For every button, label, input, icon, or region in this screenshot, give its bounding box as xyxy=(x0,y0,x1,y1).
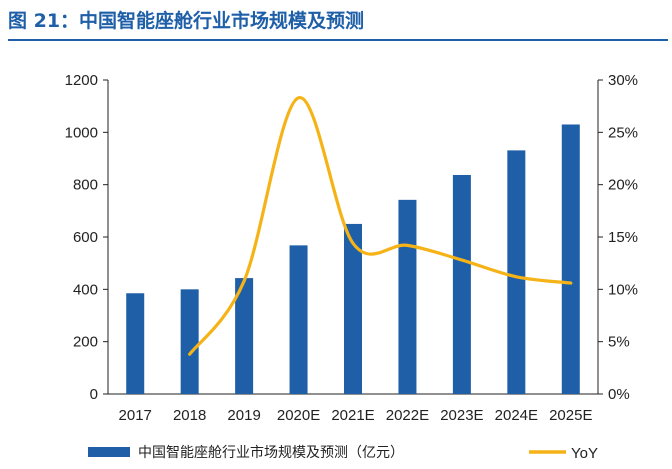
y-tick-label: 0 xyxy=(90,386,98,403)
x-tick-label: 2019 xyxy=(227,407,260,424)
y-tick-label: 1200 xyxy=(65,72,98,89)
bar xyxy=(398,199,417,394)
legend-label-bar: 中国智能座舱行业市场规模及预测（亿元） xyxy=(138,444,404,461)
y2-tick-label: 20% xyxy=(608,177,638,194)
bar xyxy=(126,293,145,394)
y2-tick-label: 25% xyxy=(608,124,638,141)
title-rule xyxy=(8,39,668,41)
y2-tick-label: 5% xyxy=(608,334,630,351)
x-tick-label: 2022E xyxy=(386,407,429,424)
y-tick-label: 800 xyxy=(73,177,98,194)
x-tick-label: 2017 xyxy=(119,407,152,424)
y2-tick-label: 30% xyxy=(608,72,638,89)
bar xyxy=(507,150,526,394)
x-tick-label: 2018 xyxy=(173,407,206,424)
bar xyxy=(561,124,580,394)
y-tick-label: 1000 xyxy=(65,124,98,141)
legend-label-line: YoY xyxy=(571,445,598,462)
x-tick-label: 2025E xyxy=(549,407,592,424)
x-tick-label: 2020E xyxy=(277,407,320,424)
y-tick-label: 400 xyxy=(73,281,98,298)
legend-swatch-bar xyxy=(88,447,130,457)
bar xyxy=(344,223,362,394)
x-tick-label: 2023E xyxy=(440,407,483,424)
bar xyxy=(235,278,254,394)
y-tick-label: 200 xyxy=(73,334,98,351)
bar xyxy=(180,289,199,394)
bar xyxy=(452,174,471,394)
bar xyxy=(289,245,308,394)
y2-tick-label: 15% xyxy=(608,229,638,246)
figure-title: 图 21：中国智能座舱行业市场规模及预测 xyxy=(8,10,365,32)
y2-tick-label: 0% xyxy=(608,386,630,403)
x-tick-label: 2024E xyxy=(495,407,538,424)
yoy-line xyxy=(188,96,573,356)
y2-tick-label: 10% xyxy=(608,281,638,298)
x-tick-label: 2021E xyxy=(331,407,374,424)
y-tick-label: 600 xyxy=(73,229,98,246)
